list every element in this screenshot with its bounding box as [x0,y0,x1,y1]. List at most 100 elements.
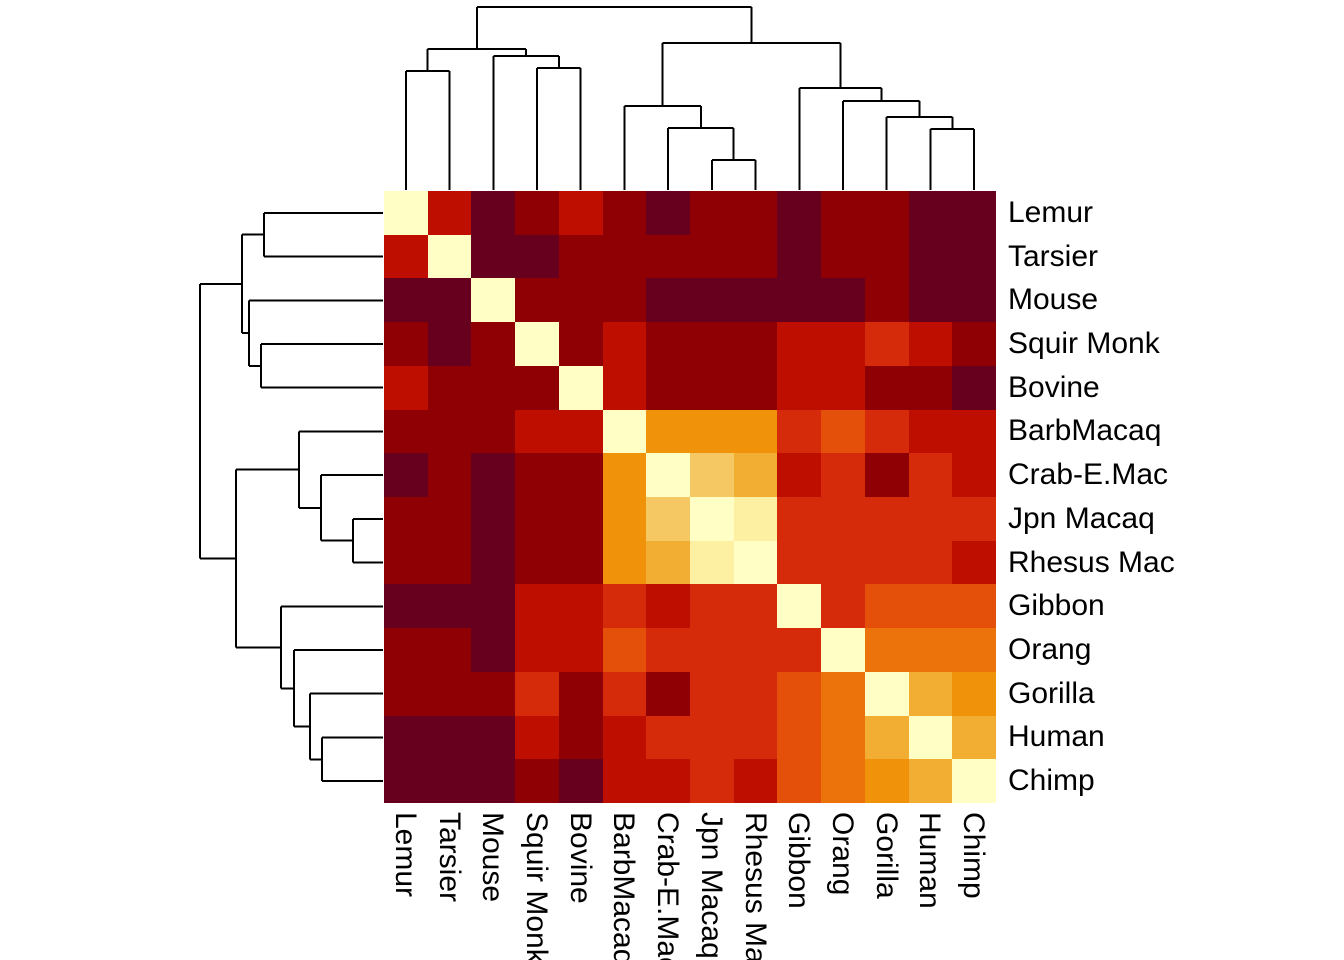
heatmap-cell-Chimp-x-Chimp [952,759,996,803]
heatmap-cell-Bovine-x-Tarsier [427,365,472,410]
heatmap-cell-Rhesus Mac-x-Human [908,540,953,585]
heatmap-cell-Orang-x-Orang [821,628,865,672]
heatmap-cell-Crab-E.Mac-x-BarbMacaq [602,453,647,497]
heatmap-cell-Rhesus Mac-x-Gorilla [864,540,909,585]
col-label-Squir Monk: Squir Monk [520,812,553,960]
heatmap-cell-Gorilla-x-Rhesus Mac [733,671,778,716]
heatmap-cell-Human-x-BarbMacaq [602,715,647,760]
heatmap-cell-Orang-x-Chimp [952,628,996,672]
heatmap-cell-Chimp-x-Squir Monk [515,759,559,803]
heatmap-cell-Jpn Macaq-x-Chimp [952,497,996,541]
heatmap-cell-Tarsier-x-Jpn Macaq [690,234,734,279]
heatmap-cell-Gorilla-x-Lemur [384,671,428,716]
heatmap-cell-Tarsier-x-Mouse [471,234,516,279]
heatmap-cell-Human-x-Gibbon [777,715,822,760]
heatmap-cell-Orang-x-Tarsier [427,628,472,672]
heatmap-cell-Bovine-x-Chimp [952,365,996,410]
heatmap-cell-Squir Monk-x-Chimp [952,322,996,366]
heatmap-cell-Crab-E.Mac-x-Mouse [471,453,516,497]
heatmap-cell-Jpn Macaq-x-Lemur [384,497,428,541]
heatmap-cell-Mouse-x-Tarsier [427,278,472,323]
heatmap-cell-Mouse-x-Gibbon [777,278,822,323]
heatmap-cell-Tarsier-x-Human [908,234,953,279]
heatmap-cell-Human-x-Rhesus Mac [733,715,778,760]
heatmap-cell-Tarsier-x-Rhesus Mac [733,234,778,279]
heatmap-cell-Mouse-x-Gorilla [864,278,909,323]
heatmap-cell-Lemur-x-Jpn Macaq [690,191,734,235]
heatmap-cell-Rhesus Mac-x-Jpn Macaq [690,540,734,585]
heatmap-cell-Orang-x-Jpn Macaq [690,628,734,672]
heatmap-cell-Rhesus Mac-x-Orang [821,540,865,585]
heatmap-cell-Squir Monk-x-Human [908,322,953,366]
col-label-Chimp: Chimp [957,812,991,899]
heatmap-cell-Gorilla-x-Chimp [952,671,996,716]
heatmap-cell-BarbMacaq-x-Chimp [952,409,996,454]
heatmap-cell-Crab-E.Mac-x-Squir Monk [515,453,559,497]
heatmap-cell-Mouse-x-Lemur [384,278,428,323]
heatmap-cell-Orang-x-Mouse [471,628,516,672]
col-label-Crab-E.Mac: Crab-E.Mac [651,812,685,960]
similarity-heatmap-grid [384,191,996,803]
heatmap-cell-Rhesus Mac-x-Chimp [952,540,996,585]
heatmap-cell-BarbMacaq-x-Human [908,409,953,454]
heatmap-cell-Human-x-Squir Monk [515,715,559,760]
heatmap-cell-Gibbon-x-Bovine [558,584,603,629]
row-label-Crab-E.Mac: Crab-E.Mac [1008,458,1169,492]
row-dendrogram [199,211,383,783]
heatmap-cell-Lemur-x-Human [908,191,953,235]
row-label-Chimp: Chimp [1008,764,1095,798]
heatmap-cell-Jpn Macaq-x-Crab-E.Mac [646,497,690,541]
heatmap-cell-Squir Monk-x-Crab-E.Mac [646,322,690,366]
heatmap-cell-Mouse-x-Jpn Macaq [690,278,734,323]
heatmap-cell-Human-x-Mouse [471,715,516,760]
heatmap-cell-Rhesus Mac-x-Lemur [384,540,428,585]
heatmap-cell-Lemur-x-Squir Monk [515,191,559,235]
heatmap-cell-Chimp-x-Orang [821,759,865,803]
heatmap-cell-Chimp-x-Rhesus Mac [733,759,778,803]
heatmap-cell-Lemur-x-Lemur [384,191,428,235]
col-label-Rhesus Mac: Rhesus Mac [738,812,772,960]
heatmap-cell-Crab-E.Mac-x-Bovine [558,453,603,497]
heatmap-cell-Bovine-x-Gibbon [777,365,822,410]
heatmap-cell-Tarsier-x-Orang [821,234,865,279]
heatmap-cell-Bovine-x-Jpn Macaq [690,365,734,410]
heatmap-cell-Human-x-Orang [821,715,865,760]
heatmap-cell-Gibbon-x-BarbMacaq [602,584,647,629]
heatmap-cell-Mouse-x-Squir Monk [515,278,559,323]
heatmap-cell-Gibbon-x-Human [908,584,953,629]
heatmap-cell-Crab-E.Mac-x-Lemur [384,453,428,497]
heatmap-cell-Gibbon-x-Gibbon [777,584,822,629]
col-label-Gorilla: Gorilla [869,812,903,899]
heatmap-cell-Human-x-Tarsier [427,715,472,760]
heatmap-cell-BarbMacaq-x-Bovine [558,409,603,454]
heatmap-cell-BarbMacaq-x-Jpn Macaq [690,409,734,454]
heatmap-cell-BarbMacaq-x-Tarsier [427,409,472,454]
row-label-Rhesus Mac: Rhesus Mac [1008,545,1175,579]
heatmap-cell-Chimp-x-Bovine [558,759,603,803]
heatmap-cell-Mouse-x-Bovine [558,278,603,323]
heatmap-cell-BarbMacaq-x-Gorilla [864,409,909,454]
col-label-Lemur: Lemur [388,812,422,898]
heatmap-cell-Jpn Macaq-x-Bovine [558,497,603,541]
heatmap-cell-Rhesus Mac-x-Tarsier [427,540,472,585]
heatmap-cell-Squir Monk-x-Orang [821,322,865,366]
heatmap-cell-Squir Monk-x-Jpn Macaq [690,322,734,366]
heatmap-cell-Gorilla-x-Squir Monk [515,671,559,716]
col-label-Human: Human [913,812,947,909]
heatmap-cell-Bovine-x-Mouse [471,365,516,410]
heatmap-cell-Chimp-x-Gorilla [864,759,909,803]
row-label-Mouse: Mouse [1008,283,1099,317]
heatmap-cell-Chimp-x-Jpn Macaq [690,759,734,803]
heatmap-cell-Crab-E.Mac-x-Gibbon [777,453,822,497]
heatmap-cell-BarbMacaq-x-Orang [821,409,865,454]
heatmap-cell-Tarsier-x-Squir Monk [515,234,559,279]
heatmap-cell-Jpn Macaq-x-Gorilla [864,497,909,541]
heatmap-cell-Orang-x-Crab-E.Mac [646,628,690,672]
heatmap-cell-Rhesus Mac-x-Mouse [471,540,516,585]
heatmap-cell-Tarsier-x-Chimp [952,234,996,279]
heatmap-cell-BarbMacaq-x-Gibbon [777,409,822,454]
heatmap-cell-Crab-E.Mac-x-Jpn Macaq [690,453,734,497]
heatmap-cell-Rhesus Mac-x-Squir Monk [515,540,559,585]
